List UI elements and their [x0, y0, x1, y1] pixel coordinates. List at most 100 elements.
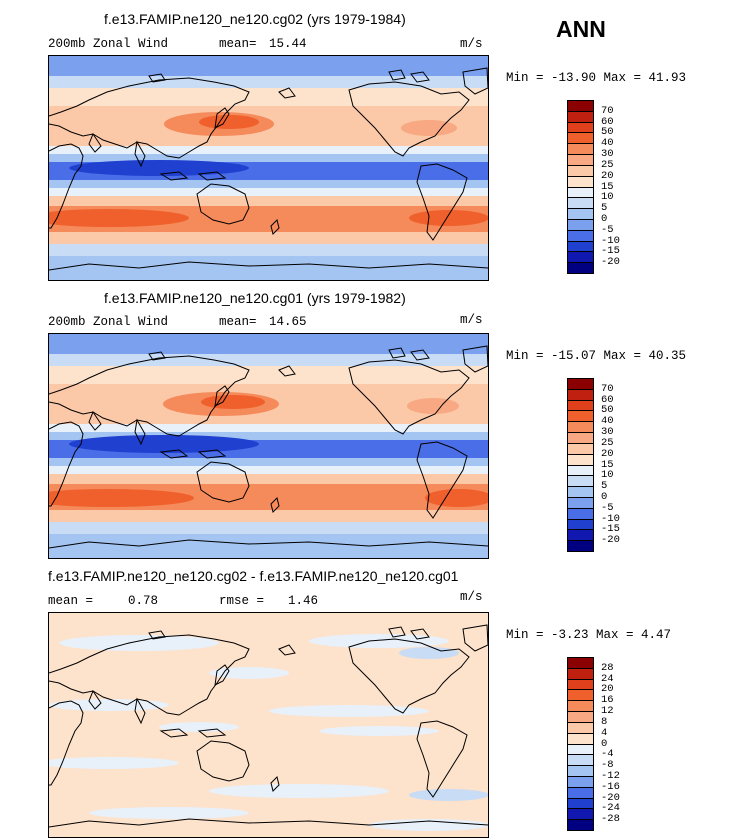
- wind-blob: [309, 634, 449, 648]
- wind-blob: [401, 120, 457, 136]
- wind-band: [49, 424, 488, 432]
- colorbar-level-label: 70: [601, 104, 614, 117]
- panel-3-title: f.e13.FAMIP.ne120_ne120.cg02 - f.e13.FAM…: [48, 568, 459, 584]
- wind-blob: [289, 162, 409, 174]
- coastline: [159, 449, 189, 459]
- colorbar-level-label: 0: [601, 212, 608, 225]
- wind-band: [49, 458, 488, 466]
- wind-band: [49, 510, 488, 522]
- wind-band: [49, 56, 488, 76]
- coastline: [270, 219, 280, 235]
- coastline: [159, 728, 189, 738]
- wind-band: [49, 534, 488, 558]
- wind-blob: [407, 398, 459, 414]
- colorbar-level-label: -16: [601, 780, 620, 793]
- wind-band: [49, 522, 488, 534]
- wind-blob: [319, 726, 439, 736]
- coastline: [196, 461, 250, 503]
- colorbar-level-label: 5: [601, 480, 608, 493]
- coastline: [410, 628, 430, 640]
- panel-2-map-svg: [49, 334, 488, 558]
- colorbar-level-label: 10: [601, 191, 614, 204]
- wind-band: [49, 256, 488, 280]
- panel-3-rmse-label: rmse =: [219, 594, 265, 608]
- coastline: [348, 638, 470, 714]
- colorbar-level-label: 40: [601, 415, 614, 428]
- coastline: [348, 359, 470, 435]
- panel-1-mean-value: 15.44: [269, 37, 307, 51]
- panel-2-variable: 200mb Zonal Wind: [48, 315, 169, 329]
- colorbar-level-label: 30: [601, 148, 614, 161]
- coastline: [134, 140, 146, 168]
- colorbar-level-label: -24: [601, 802, 620, 815]
- coastline: [388, 69, 406, 81]
- colorbar-level-label: 15: [601, 180, 614, 193]
- panel-1-map-svg: [49, 56, 488, 280]
- colorbar-swatch: [567, 540, 594, 552]
- wind-band: [49, 354, 488, 366]
- wind-blob: [409, 789, 488, 801]
- coastline: [49, 634, 250, 716]
- wind-band: [49, 334, 488, 354]
- wind-blob: [49, 699, 169, 711]
- coastline: [197, 728, 227, 738]
- wind-band: [49, 146, 488, 154]
- panel-3-mean-label: mean =: [48, 594, 94, 608]
- panel-1-map: [48, 55, 489, 281]
- coastline: [49, 539, 488, 549]
- wind-blob: [89, 807, 249, 819]
- panel-3-units: m/s: [460, 590, 483, 604]
- colorbar-level-label: 60: [601, 115, 614, 128]
- colorbar-level-label: 0: [601, 490, 608, 503]
- coastline: [197, 171, 227, 181]
- panel-2-minmax: Min = -15.07 Max = 40.35: [506, 349, 687, 363]
- panel-3-rmse-value: 1.46: [288, 594, 319, 608]
- colorbar-level-label: 16: [601, 694, 614, 707]
- coastline: [410, 71, 430, 83]
- wind-blob: [239, 489, 359, 503]
- colorbar-level-label: 20: [601, 169, 614, 182]
- wind-blob: [409, 210, 488, 226]
- panel-3-map-svg: [49, 613, 488, 837]
- wind-blob: [201, 395, 265, 409]
- wind-blob: [69, 435, 259, 453]
- panel-3-minmax: Min = -3.23 Max = 4.47: [506, 628, 672, 642]
- coastline: [148, 73, 166, 83]
- colorbar-level-label: -10: [601, 512, 620, 525]
- wind-blob: [49, 757, 179, 769]
- wind-blob: [199, 115, 259, 129]
- panel-1-mean-label: mean=: [219, 37, 257, 51]
- coastline: [88, 689, 102, 710]
- coastline: [214, 107, 230, 129]
- coastline: [388, 347, 406, 359]
- coastline: [148, 351, 166, 361]
- coastline: [196, 740, 250, 782]
- colorbar-level-label: 40: [601, 137, 614, 150]
- coastline: [278, 365, 296, 377]
- coastline: [49, 261, 488, 271]
- coastline: [416, 163, 468, 241]
- coastline: [88, 132, 102, 153]
- panel-1-variable: 200mb Zonal Wind: [48, 37, 169, 51]
- wind-band: [49, 474, 488, 484]
- colorbar-level-label: -8: [601, 759, 614, 772]
- panel-2-mean-value: 14.65: [269, 315, 307, 329]
- panel-2-colorbar: 70 60 50 40 30 25 20 15 10 5 0 -5 -10 -15 -20: [567, 378, 627, 552]
- wind-band: [49, 366, 488, 384]
- colorbar-level-label: 50: [601, 404, 614, 417]
- colorbar-level-label: 15: [601, 458, 614, 471]
- colorbar-level-label: -5: [601, 223, 614, 236]
- wind-band: [49, 432, 488, 440]
- colorbar-level-label: 8: [601, 715, 608, 728]
- coastline: [196, 183, 250, 225]
- colorbar-level-label: 24: [601, 672, 614, 685]
- coastline: [49, 77, 250, 159]
- colorbar-level-label: 25: [601, 436, 614, 449]
- wind-blob: [209, 667, 289, 679]
- coastline: [388, 626, 406, 638]
- colorbar-level-label: 50: [601, 126, 614, 139]
- wind-blob: [289, 440, 409, 452]
- colorbar-level-label: -15: [601, 245, 620, 258]
- panel-2-map: [48, 333, 489, 559]
- coastline: [49, 700, 84, 786]
